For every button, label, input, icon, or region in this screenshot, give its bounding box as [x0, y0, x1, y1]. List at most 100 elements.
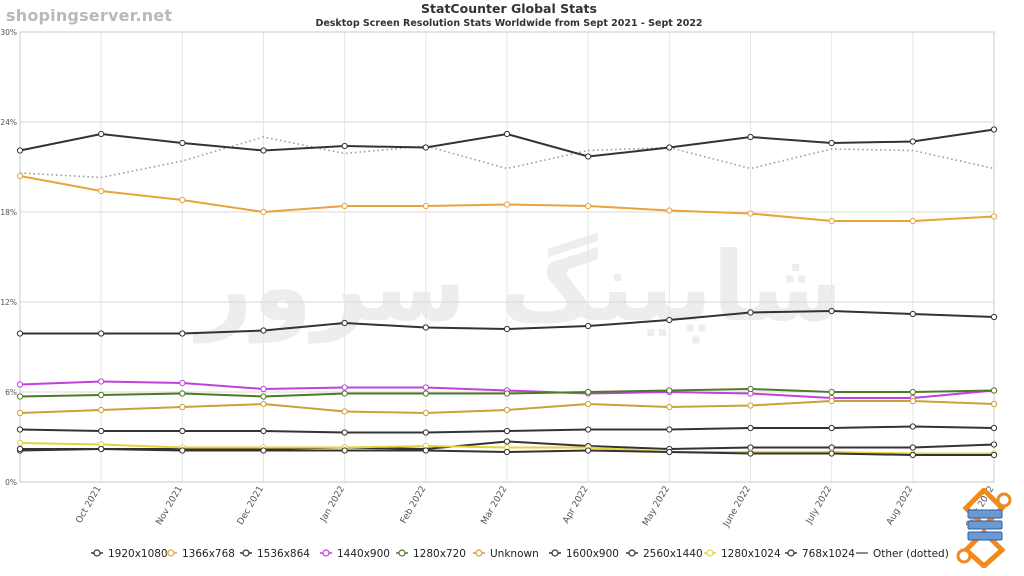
data-point: [585, 426, 592, 433]
data-point: [990, 424, 998, 432]
series-unknown: [16, 397, 998, 417]
data-point: [341, 142, 348, 150]
data-point: [909, 138, 916, 145]
data-point: [422, 390, 429, 397]
data-point: [828, 307, 835, 315]
data-point: [503, 406, 511, 414]
brand-logo-icon: [956, 488, 1012, 568]
data-point: [260, 385, 267, 393]
data-point: [422, 409, 429, 417]
data-point: [179, 447, 186, 454]
legend-marker-dot: [551, 549, 559, 557]
legend-marker-dot: [475, 549, 483, 557]
plot-area: [19, 31, 995, 483]
data-point: [16, 147, 24, 154]
data-point: [341, 447, 348, 454]
series-768x1024: [16, 445, 998, 459]
series-1280x720: [16, 385, 998, 400]
legend-label: Other (dotted): [873, 548, 949, 560]
data-point: [990, 451, 998, 459]
chart-title: StatCounter Global Stats: [421, 1, 597, 16]
data-point: [503, 438, 511, 445]
data-point: [503, 427, 511, 435]
data-point: [503, 448, 511, 456]
legend-marker-dot: [167, 549, 175, 557]
legend-label: Unknown: [490, 548, 539, 560]
legend-marker-dot: [242, 549, 250, 557]
data-point: [666, 426, 673, 433]
data-point: [909, 217, 916, 225]
data-point: [747, 133, 754, 141]
data-point: [828, 424, 835, 432]
data-point: [666, 387, 673, 394]
data-point: [260, 393, 267, 400]
legend-label: 1600x900: [566, 548, 619, 560]
data-point: [260, 400, 267, 408]
data-point: [98, 130, 105, 138]
y-tick-label: 18%: [0, 208, 17, 217]
site-watermark: shopingserver.net: [6, 6, 173, 25]
legend-marker-dot: [93, 549, 101, 557]
data-point: [422, 202, 429, 210]
data-point: [260, 327, 267, 334]
data-point: [260, 147, 267, 154]
data-point: [990, 387, 998, 394]
data-point: [909, 310, 916, 318]
legend-marker-dot: [398, 549, 406, 557]
data-point: [179, 330, 186, 337]
y-tick-label: 6%: [5, 388, 17, 397]
legend-label: 768x1024: [802, 548, 855, 560]
legend-label: 1280x1024: [721, 548, 781, 560]
data-point: [503, 325, 511, 333]
data-point: [828, 450, 835, 457]
data-point: [909, 451, 916, 459]
data-point: [341, 202, 348, 210]
legend: 1920x1080 1366x768 1536x864 1440x900 1280x72…: [91, 548, 949, 560]
data-point: [16, 426, 24, 433]
y-tick-label: 30%: [0, 28, 17, 37]
data-point: [98, 391, 105, 399]
x-tick-label: Apr 2022: [561, 485, 590, 526]
data-point: [179, 379, 186, 387]
data-point: [666, 403, 673, 411]
x-tick-label: Mar 2022: [480, 485, 510, 527]
data-point: [747, 424, 754, 432]
data-point: [260, 427, 267, 435]
x-tick-label: July 2022: [804, 485, 834, 527]
x-tick-label: Nov 2021: [155, 485, 185, 528]
data-point: [503, 201, 511, 208]
x-tick-label: Jan 2022: [318, 485, 347, 525]
y-tick-label: 0%: [5, 478, 17, 487]
data-point: [666, 144, 673, 151]
data-point: [16, 409, 24, 417]
data-point: [179, 139, 186, 147]
data-point: [16, 172, 24, 180]
x-tick-label: Dec 2021: [236, 485, 266, 527]
data-point: [179, 403, 186, 411]
data-point: [179, 390, 186, 397]
legend-label: 1920x1080: [108, 548, 168, 560]
data-point: [747, 210, 754, 217]
data-point: [585, 153, 592, 160]
data-point: [828, 388, 835, 396]
data-point: [16, 445, 24, 453]
data-point: [909, 444, 916, 451]
background-watermark: شاپینگ سرور: [193, 231, 843, 344]
data-point: [422, 429, 429, 436]
data-point: [909, 397, 916, 405]
data-point: [909, 388, 916, 396]
series-1920x1080: [16, 126, 998, 160]
x-tick-label: Feb 2022: [399, 485, 429, 526]
data-point: [16, 330, 24, 337]
legend-label: 1280x720: [413, 548, 466, 560]
legend-marker-dot: [706, 549, 714, 557]
series-line: [19, 136, 995, 179]
legend-marker-dot: [322, 549, 330, 557]
data-point: [260, 208, 267, 216]
data-point: [179, 196, 186, 204]
data-point: [422, 447, 429, 454]
data-point: [422, 144, 429, 151]
data-point: [16, 439, 24, 447]
series-lines: [16, 126, 998, 459]
